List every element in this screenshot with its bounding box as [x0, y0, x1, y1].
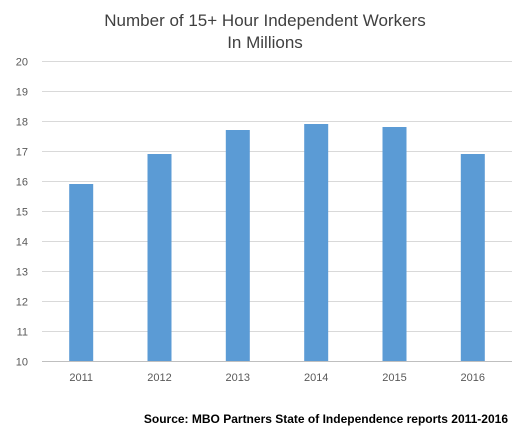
- x-tick-label-2012: 2012: [147, 372, 171, 384]
- x-tick-label-2016: 2016: [461, 372, 485, 384]
- y-tick-label: 12: [16, 297, 28, 309]
- bar-2013: [225, 130, 250, 361]
- bar-2015: [382, 127, 407, 361]
- x-tick-label-2014: 2014: [304, 372, 328, 384]
- chart-title: Number of 15+ Hour Independent Workers: [104, 11, 426, 30]
- y-tick-label: 19: [16, 87, 28, 99]
- y-tick-label: 16: [16, 177, 28, 189]
- x-tick-label-2011: 2011: [69, 372, 93, 384]
- y-tick-label: 11: [17, 327, 28, 339]
- y-tick-label: 18: [16, 117, 28, 129]
- y-tick-label: 13: [16, 267, 28, 279]
- chart-subtitle: In Millions: [227, 33, 303, 52]
- y-tick-label: 14: [16, 237, 28, 249]
- source-note: Source: MBO Partners State of Independen…: [143, 412, 508, 426]
- x-tick-label-2013: 2013: [226, 372, 250, 384]
- chart-title-block: Number of 15+ Hour Independent Workers I…: [0, 10, 530, 54]
- x-tick-label-2015: 2015: [382, 372, 406, 384]
- y-tick-label: 15: [16, 207, 28, 219]
- y-tick-label: 17: [16, 147, 28, 159]
- bar-2012: [147, 154, 172, 361]
- y-tick-label: 20: [16, 57, 28, 69]
- bars: [69, 124, 485, 361]
- y-axis-tick-labels: 10 11 12 13 14 15 16 17 18 19 20: [16, 57, 28, 369]
- bar-2014: [304, 124, 329, 361]
- y-tick-label: 10: [16, 357, 28, 369]
- bar-2016: [460, 154, 485, 361]
- x-axis-tick-labels: 2011 2012 2013 2014 2015 2016: [69, 372, 485, 384]
- gridlines: [42, 61, 512, 362]
- bar-2011: [69, 184, 94, 361]
